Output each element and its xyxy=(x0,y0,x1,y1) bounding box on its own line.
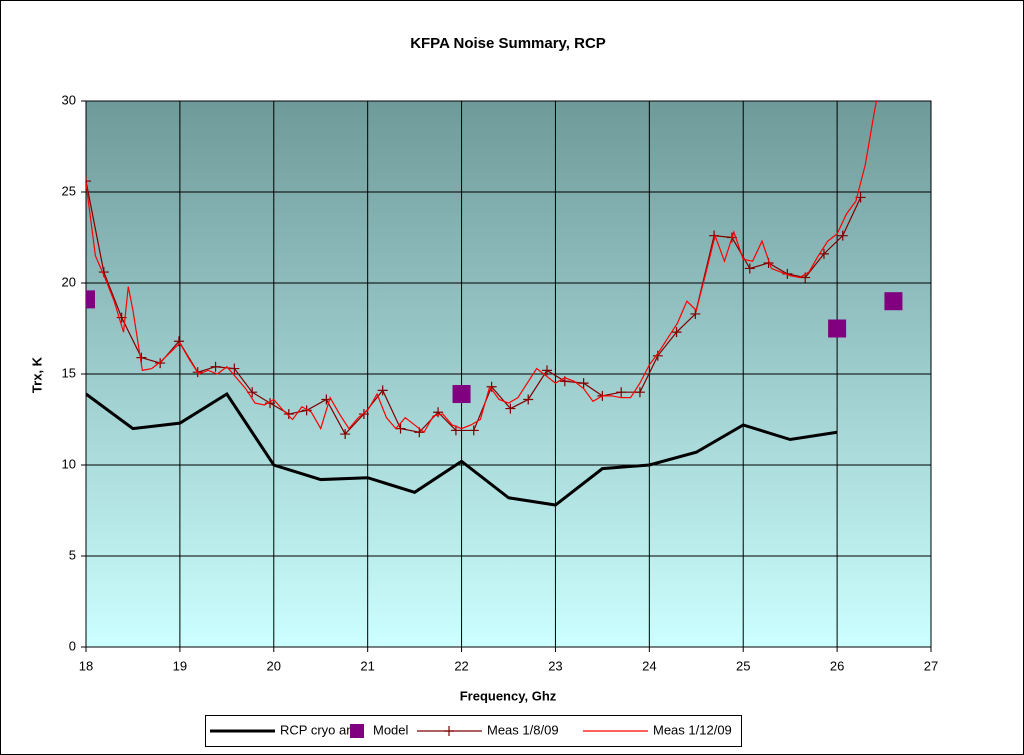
legend-label: RCP cryo amp xyxy=(280,722,364,737)
x-tick-label: 24 xyxy=(642,658,656,673)
model-marker xyxy=(828,319,847,338)
point-marker xyxy=(247,387,258,398)
x-tick-label: 18 xyxy=(79,658,93,673)
plot-series xyxy=(86,101,903,507)
model-marker xyxy=(452,385,471,404)
series-line xyxy=(86,101,878,434)
point-marker xyxy=(155,358,166,369)
point-marker xyxy=(395,423,406,434)
x-tick-label: 27 xyxy=(924,658,938,673)
y-tick-label: 20 xyxy=(62,274,76,289)
x-tick-label: 23 xyxy=(548,658,562,673)
x-tick-label: 19 xyxy=(173,658,187,673)
point-marker xyxy=(744,263,755,274)
point-marker xyxy=(690,308,701,319)
plot-frame xyxy=(85,100,932,648)
point-marker xyxy=(301,405,312,416)
x-tick-label: 20 xyxy=(267,658,281,673)
legend-label: Meas 1/8/09 xyxy=(487,722,559,737)
point-marker xyxy=(671,327,682,338)
point-marker xyxy=(229,363,240,374)
point-marker xyxy=(86,176,91,187)
y-tick-label: 10 xyxy=(62,456,76,471)
legend-label: Meas 1/12/09 xyxy=(653,722,732,737)
point-marker xyxy=(578,378,589,389)
y-tick-label: 0 xyxy=(69,638,76,653)
x-tick-label: 21 xyxy=(360,658,374,673)
x-axis-label: Frequency, Ghz xyxy=(460,688,557,703)
y-tick-label: 5 xyxy=(69,547,76,562)
point-marker xyxy=(616,387,627,398)
chart-title: KFPA Noise Summary, RCP xyxy=(410,35,606,52)
y-tick-label: 30 xyxy=(62,92,76,107)
point-marker xyxy=(377,385,388,396)
point-marker xyxy=(468,425,479,436)
y-tick-label: 15 xyxy=(62,365,76,380)
point-marker xyxy=(505,403,516,414)
point-marker xyxy=(837,230,848,241)
point-marker xyxy=(283,409,294,420)
point-marker xyxy=(541,365,552,376)
model-marker xyxy=(884,292,903,311)
x-tick-label: 25 xyxy=(736,658,750,673)
point-marker xyxy=(444,726,454,736)
point-marker xyxy=(340,429,351,440)
x-tick-label: 26 xyxy=(830,658,844,673)
y-axis-label: Trx, K xyxy=(29,356,44,393)
legend-label: Model xyxy=(373,722,409,737)
point-marker xyxy=(450,425,461,436)
point-marker xyxy=(634,387,645,398)
legend-marker xyxy=(350,724,364,738)
y-tick-label: 25 xyxy=(62,183,76,198)
point-marker xyxy=(818,248,829,259)
series-line xyxy=(86,391,838,507)
model-marker xyxy=(86,290,95,309)
point-marker xyxy=(210,361,221,372)
point-marker xyxy=(523,394,534,405)
x-tick-label: 22 xyxy=(454,658,468,673)
